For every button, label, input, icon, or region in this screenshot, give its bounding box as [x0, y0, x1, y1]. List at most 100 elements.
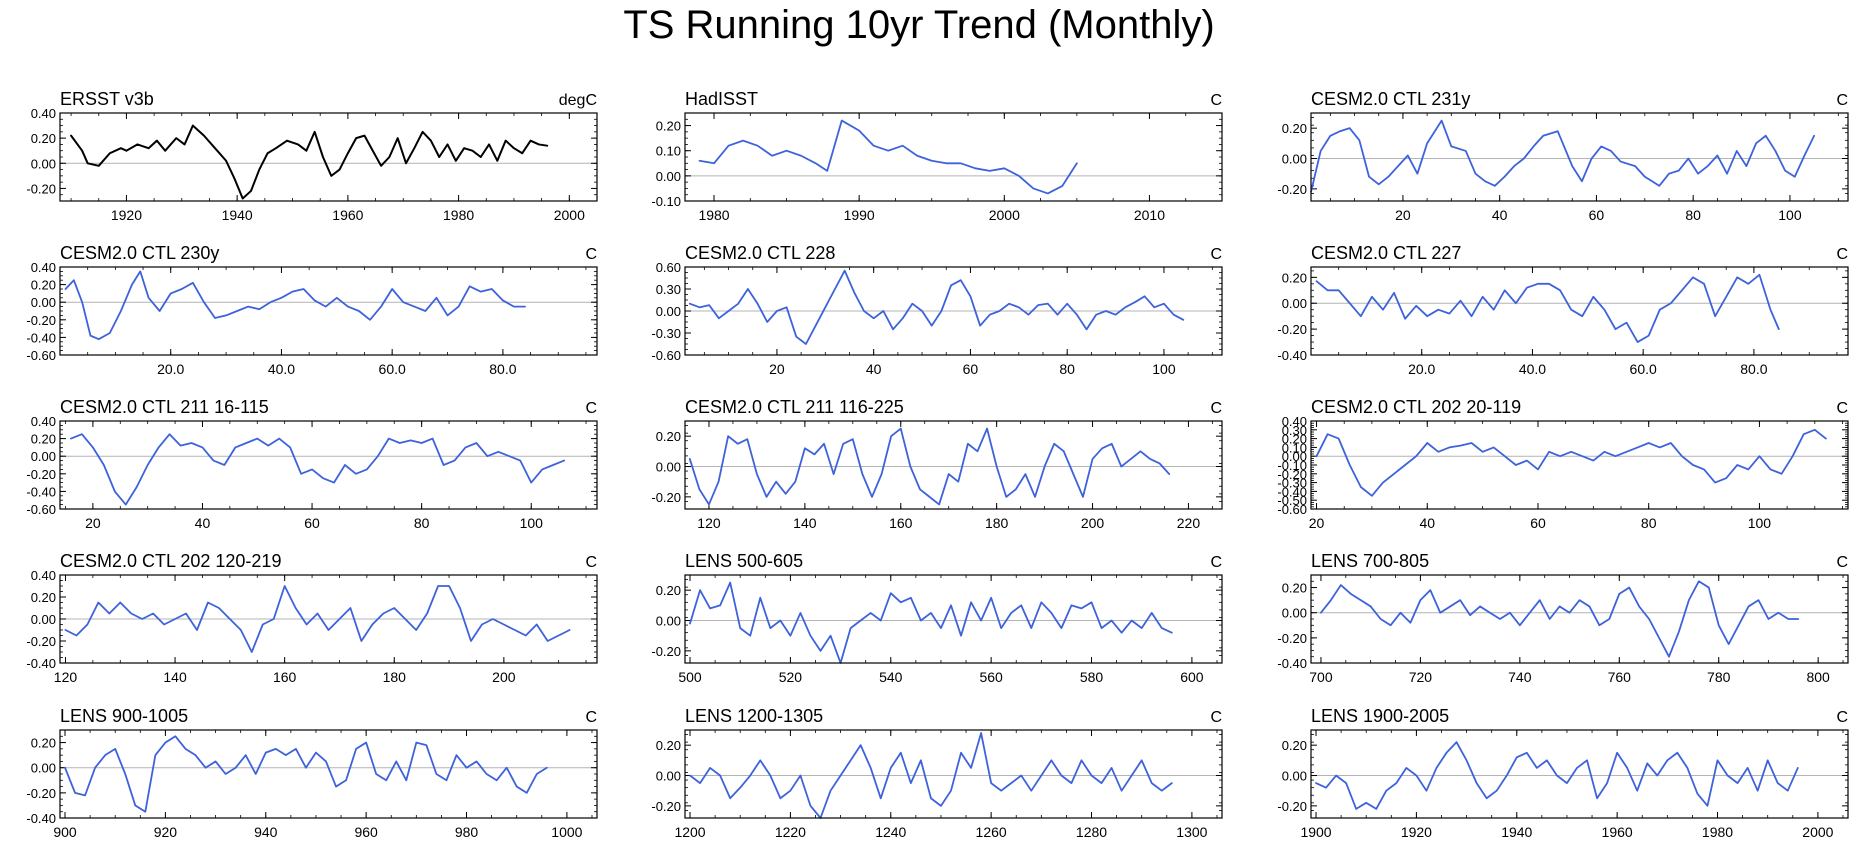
x-tick-label: 40	[1419, 515, 1435, 531]
x-tick-label: 780	[1707, 669, 1731, 685]
y-tick-label: 0.20	[1282, 270, 1307, 285]
x-tick-label: 60	[1530, 515, 1546, 531]
y-tick-label: 0.00	[31, 449, 56, 464]
series-line	[698, 119, 1078, 195]
y-tick-label: 0.20	[31, 131, 56, 146]
y-tick-label: -0.20	[651, 490, 681, 505]
panel-units: C	[1836, 400, 1848, 417]
series-line	[64, 735, 548, 813]
panel-title: CESM2.0 CTL 231y	[1311, 89, 1470, 109]
panel-title: CESM2.0 CTL 211 16-115	[60, 397, 269, 417]
panel-units: C	[1210, 92, 1222, 109]
series-line	[688, 427, 1171, 506]
x-tick-label: 2000	[1802, 824, 1833, 840]
y-tick-label: 0.10	[656, 144, 681, 159]
x-tick-label: 160	[273, 669, 297, 685]
panel-units: C	[1210, 400, 1222, 417]
panel: CESM2.0 CTL 202 120-219 C 0.40 0.20 0.00 -0.2…	[26, 551, 598, 685]
x-tick-label: 200	[492, 669, 516, 685]
y-tick-label: -0.40	[1277, 484, 1307, 499]
series-line	[64, 585, 571, 653]
x-tick-label: 20.0	[1408, 361, 1435, 377]
panel-units: C	[585, 400, 597, 417]
x-tick-label: 60.0	[1630, 361, 1657, 377]
x-tick-label: 1920	[111, 207, 142, 223]
x-tick-label: 1200	[674, 824, 705, 840]
y-tick-label: -0.20	[1277, 631, 1307, 646]
panel: LENS 1200-1305 C 0.20 0.00 -0.20 1200 1220 1240…	[651, 706, 1223, 840]
y-tick-label: 0.20	[1282, 581, 1307, 596]
panel-units: C	[1836, 92, 1848, 109]
panel-grid: ERSST v3b degC 0.40 0.20 0.00 -0.20 1920 1940 19…	[26, 89, 1849, 840]
y-tick-label: -0.20	[1277, 799, 1307, 814]
y-tick-label: 0.00	[1282, 606, 1307, 621]
x-tick-label: 40	[866, 361, 882, 377]
panel: CESM2.0 CTL 230y C 0.40 0.20 0.00 -0.20 -0.40 -…	[26, 243, 598, 377]
x-tick-label: 60.0	[379, 361, 406, 377]
x-tick-label: 140	[793, 515, 817, 531]
y-tick-label: 0.00	[656, 614, 681, 629]
panel-units: C	[1210, 554, 1222, 571]
series-line	[1310, 119, 1816, 193]
y-tick-label: -0.40	[26, 330, 56, 345]
x-tick-label: 180	[383, 669, 407, 685]
y-tick-label: -0.20	[1277, 467, 1307, 482]
panel: CESM2.0 CTL 228 C 0.60 0.30 0.00 -0.30 -0.60 20…	[651, 243, 1223, 377]
y-tick-label: -0.20	[651, 799, 681, 814]
x-tick-label: 80.0	[1740, 361, 1767, 377]
plot-frame	[684, 574, 1223, 664]
x-tick-label: 60	[304, 515, 320, 531]
x-tick-label: 900	[53, 824, 77, 840]
y-tick-label: 0.20	[31, 590, 56, 605]
x-tick-label: 160	[889, 515, 913, 531]
y-tick-label: 0.60	[656, 260, 681, 275]
x-tick-label: 80	[1685, 207, 1701, 223]
x-tick-label: 1220	[775, 824, 806, 840]
x-tick-label: 1980	[1702, 824, 1733, 840]
x-tick-label: 40	[1492, 207, 1508, 223]
y-tick-label: -0.50	[1277, 493, 1307, 508]
y-tick-label: -0.20	[1277, 322, 1307, 337]
x-tick-label: 20	[769, 361, 785, 377]
x-tick-label: 120	[697, 515, 721, 531]
panel-title: CESM2.0 CTL 202 20-119	[1311, 397, 1521, 417]
panel-units: C	[585, 709, 597, 726]
y-tick-label: 0.00	[31, 156, 56, 171]
x-tick-label: 1960	[1602, 824, 1633, 840]
y-tick-label: -0.60	[26, 348, 56, 363]
plot-frame	[59, 574, 598, 664]
x-tick-label: 60	[1589, 207, 1605, 223]
x-tick-label: 100	[520, 515, 544, 531]
y-tick-label: -0.20	[26, 467, 56, 482]
x-tick-label: 60	[963, 361, 979, 377]
y-tick-label: -0.20	[651, 644, 681, 659]
y-tick-label: 0.00	[31, 295, 56, 310]
x-tick-label: 20	[1395, 207, 1411, 223]
panel: CESM2.0 CTL 231y C 0.20 0.00 -0.20 20 40 60 80 10…	[1277, 89, 1849, 223]
y-tick-label: 0.00	[656, 169, 681, 184]
y-tick-label: 0.20	[31, 736, 56, 751]
plot-frame	[684, 266, 1223, 356]
panel-units: C	[1836, 246, 1848, 263]
x-tick-label: 2000	[989, 207, 1020, 223]
x-tick-label: 100	[1152, 361, 1176, 377]
panel-units: C	[1210, 709, 1222, 726]
panel-title: LENS 1900-2005	[1311, 706, 1449, 726]
plot-frame	[1310, 266, 1849, 356]
y-tick-label: 0.00	[1282, 152, 1307, 167]
y-tick-label: 0.00	[656, 460, 681, 475]
panel-title: LENS 1200-1305	[685, 706, 823, 726]
panel: CESM2.0 CTL 202 20-119 C 0.400.300.200.100…	[1277, 397, 1849, 531]
panel-title: CESM2.0 CTL 202 120-219	[60, 551, 281, 571]
panel-units: C	[1836, 709, 1848, 726]
x-tick-label: 80	[414, 515, 430, 531]
y-tick-label: 0.00	[656, 304, 681, 319]
y-tick-label: -0.20	[26, 181, 56, 196]
y-tick-label: -0.10	[651, 194, 681, 209]
x-tick-label: 800	[1806, 669, 1830, 685]
y-tick-label: -0.40	[26, 484, 56, 499]
y-tick-label: 0.10	[1282, 440, 1307, 455]
